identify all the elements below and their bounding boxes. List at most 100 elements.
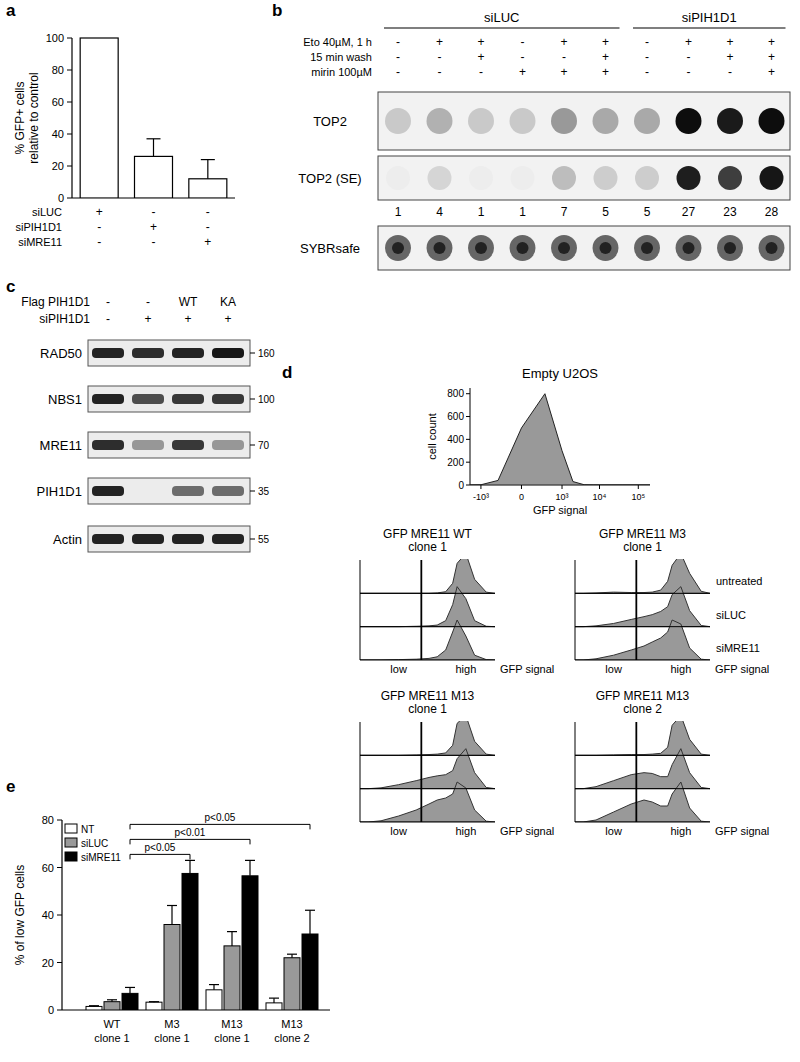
band-label: Actin [53, 532, 82, 547]
error-cap [227, 931, 237, 932]
panel-b: siLUCsiPIH1D1Eto 40µM, 1 h-++-++-+++15 m… [298, 10, 790, 270]
condition-sign: - [152, 235, 156, 249]
dot [718, 166, 742, 190]
histogram-area [470, 394, 650, 485]
dot [593, 108, 619, 134]
quantification-label: 27 [682, 205, 696, 219]
bar [122, 993, 138, 1010]
row-label: mirin 100µM [311, 66, 372, 78]
error-line [153, 139, 154, 157]
y-tick-label: 200 [447, 457, 464, 468]
label-line: clone 1 [214, 1032, 249, 1044]
label-line: clone 2 [274, 1032, 309, 1044]
row-sign: - [521, 35, 525, 49]
ridge-area [575, 749, 710, 789]
error-bar [209, 985, 219, 990]
x-axis-label: GFP signal [500, 663, 554, 675]
chart-title: GFP MRE11 M3 [599, 527, 686, 541]
error-bar [147, 139, 161, 157]
band [212, 534, 244, 544]
mw-tick [250, 539, 255, 540]
row-sign: + [560, 35, 567, 49]
condition-sign: + [150, 220, 157, 234]
ridge-area [360, 721, 495, 755]
x-tick [521, 485, 522, 489]
y-tick [57, 962, 62, 963]
row-sign: + [602, 50, 609, 64]
panel-c: Flag PIH1D1--WTKAsiPIH1D1-+++RAD50160NBS… [21, 295, 275, 552]
blot-membrane [88, 340, 250, 366]
significance-label: p<0.05 [205, 812, 236, 823]
y-tick-label: 400 [447, 434, 464, 445]
error-cap [89, 1005, 99, 1006]
stain-dot [551, 235, 577, 261]
error-cap [107, 999, 117, 1000]
ridge-area [575, 721, 710, 755]
error-line [129, 987, 130, 993]
band [92, 440, 124, 450]
panel-label: d [282, 363, 292, 382]
y-tick [67, 166, 72, 167]
error-cap [149, 1001, 159, 1002]
dot [676, 108, 702, 134]
y-tick [67, 198, 72, 199]
y-tick [466, 462, 470, 463]
plot-area [575, 559, 710, 660]
chart-title: GFP MRE11 M13 [381, 689, 475, 703]
legend-swatch [65, 852, 77, 861]
y-tick [67, 102, 72, 103]
ridge-area [360, 587, 495, 627]
x-tick-label: 10⁴ [593, 492, 607, 502]
stain-dot-core [766, 242, 778, 254]
series-label: siMRE11 [716, 642, 760, 654]
bars [86, 860, 318, 1010]
x-axis-label: GFP signal [500, 825, 554, 837]
band [172, 534, 204, 544]
blot-membrane [378, 156, 790, 200]
ridge-baseline [575, 822, 710, 823]
error-line [309, 910, 310, 934]
row-sign: - [479, 65, 483, 79]
y-tick-label: 20 [52, 160, 64, 172]
blot-label: TOP2 (SE) [298, 171, 361, 186]
quantification-label: 4 [436, 205, 443, 219]
plot-area [360, 721, 495, 822]
y-tick-label: 40 [52, 128, 64, 140]
label-line: WT [103, 1018, 120, 1030]
ridge-area [575, 559, 710, 593]
error-bar [201, 160, 215, 179]
error-cap [287, 954, 297, 955]
blot-membrane [88, 526, 250, 552]
gate-line [635, 560, 637, 660]
bracket-line [130, 839, 250, 844]
error-bar [167, 906, 177, 925]
chart-title: GFP MRE11 M13 [596, 689, 690, 703]
error-cap [305, 910, 315, 911]
error-line [273, 998, 274, 1003]
significance-label: p<0.01 [175, 827, 206, 838]
row-sign: + [224, 312, 231, 326]
error-line [213, 985, 214, 990]
ridge-area [360, 782, 495, 822]
row-sign: - [645, 65, 649, 79]
x-tick-label: 0 [519, 492, 524, 502]
band [212, 486, 244, 496]
mw-tick [250, 491, 255, 492]
panel-label: c [6, 277, 15, 296]
row-sign: - [396, 65, 400, 79]
dot [511, 166, 535, 190]
stain-membrane [378, 226, 790, 270]
bar [80, 38, 118, 198]
quantification-label: 1 [478, 205, 485, 219]
error-cap [245, 860, 255, 861]
y-tick-label: 60 [42, 862, 54, 874]
band [92, 486, 124, 496]
band-label: MRE11 [40, 438, 82, 453]
row-sign: + [768, 35, 775, 49]
stain-dot-core [600, 242, 612, 254]
dot [717, 108, 743, 134]
row-sign: - [396, 35, 400, 49]
error-line [207, 160, 208, 179]
condition-label: siLUC [32, 206, 62, 218]
y-tick-label: 40 [42, 909, 54, 921]
